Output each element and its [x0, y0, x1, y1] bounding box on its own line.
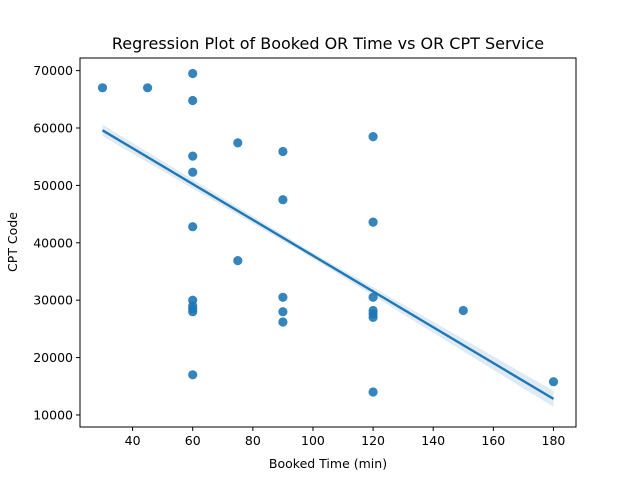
y-axis-ticks: 10000 20000 30000 40000 50000 60000 70000 [33, 63, 80, 422]
scatter-point [458, 305, 468, 316]
x-tick-label: 120 [361, 433, 385, 448]
x-axis-ticks: 40 60 80 100 120 140 160 180 [125, 427, 566, 448]
scatter-point [233, 138, 243, 148]
scatter-point [97, 83, 108, 93]
x-tick-label: 80 [245, 433, 261, 448]
y-tick-label: 40000 [33, 235, 73, 250]
x-tick-label: 40 [125, 433, 141, 448]
scatter-point [368, 312, 378, 322]
scatter-point [368, 387, 378, 397]
scatter-points-layer [97, 68, 559, 397]
scatter-point [278, 292, 288, 302]
x-tick-label: 160 [481, 433, 505, 448]
scatter-point [188, 307, 198, 317]
y-tick-label: 20000 [33, 350, 73, 365]
scatter-point [368, 132, 378, 142]
scatter-point [143, 83, 153, 93]
scatter-point [368, 217, 378, 227]
regression-line [101, 129, 555, 400]
scatter-point [188, 95, 198, 106]
scatter-point [278, 317, 288, 327]
y-axis-title: CPT Code [5, 212, 20, 272]
y-tick-label: 60000 [33, 121, 73, 136]
scatter-point [188, 151, 198, 161]
scatter-point [188, 370, 198, 380]
scatter-point [188, 68, 198, 79]
x-axis-title: Booked Time (min) [269, 456, 387, 471]
scatter-point [188, 222, 198, 232]
y-tick-label: 70000 [33, 63, 73, 78]
scatter-point [233, 256, 243, 266]
scatter-point [278, 146, 288, 157]
scatter-point [278, 195, 288, 205]
x-tick-label: 100 [301, 433, 325, 448]
scatter-point [368, 292, 378, 302]
scatter-point [278, 307, 288, 317]
y-tick-label: 10000 [33, 407, 73, 422]
scatter-point [548, 377, 559, 387]
y-tick-label: 50000 [33, 178, 73, 193]
x-tick-label: 140 [421, 433, 445, 448]
x-tick-label: 60 [185, 433, 201, 448]
regression-line-layer [101, 129, 555, 400]
chart-title: Regression Plot of Booked OR Time vs OR … [112, 34, 544, 53]
scatter-point [188, 167, 198, 177]
x-tick-label: 180 [542, 433, 566, 448]
y-tick-label: 30000 [33, 293, 73, 308]
